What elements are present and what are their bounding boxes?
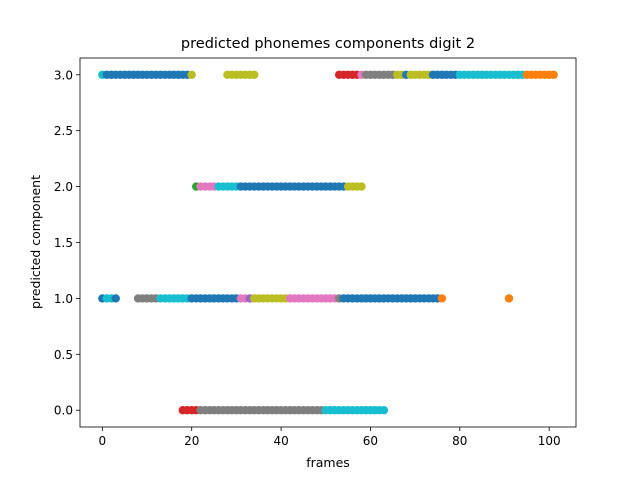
data-point: [250, 70, 259, 79]
data-point: [504, 294, 514, 303]
data-point: [379, 406, 389, 415]
data-point: [187, 70, 196, 79]
y-axis-ticks: 0.0 0.5 1.0 1.5 2.0 2.5 3.0: [54, 68, 80, 418]
y-tick-label: 2.5: [54, 124, 73, 138]
x-tick-label: 100: [538, 434, 561, 448]
data-point: [549, 70, 558, 79]
y-tick-label: 2.0: [54, 180, 73, 194]
x-tick-label: 40: [273, 434, 288, 448]
x-axis-ticks: 0 20 40 60 80 100: [99, 427, 561, 448]
x-tick-label: 20: [184, 434, 199, 448]
y-axis-label: predicted component: [28, 175, 43, 309]
y-tick-label: 0.0: [54, 404, 73, 418]
x-tick-label: 60: [363, 434, 378, 448]
x-tick-label: 80: [452, 434, 467, 448]
y-tick-label: 0.5: [54, 348, 73, 362]
data-point: [357, 182, 366, 191]
y-tick-label: 1.5: [54, 236, 73, 250]
points-layer: [98, 70, 558, 415]
data-point: [111, 294, 120, 303]
data-point: [437, 294, 447, 303]
x-axis-label: frames: [306, 455, 350, 470]
x-tick-label: 0: [99, 434, 107, 448]
y-tick-label: 1.0: [54, 292, 73, 306]
plot-frame: [79, 57, 577, 428]
y-tick-label: 3.0: [54, 68, 73, 82]
chart-title: predicted phonemes components digit 2: [181, 36, 475, 52]
